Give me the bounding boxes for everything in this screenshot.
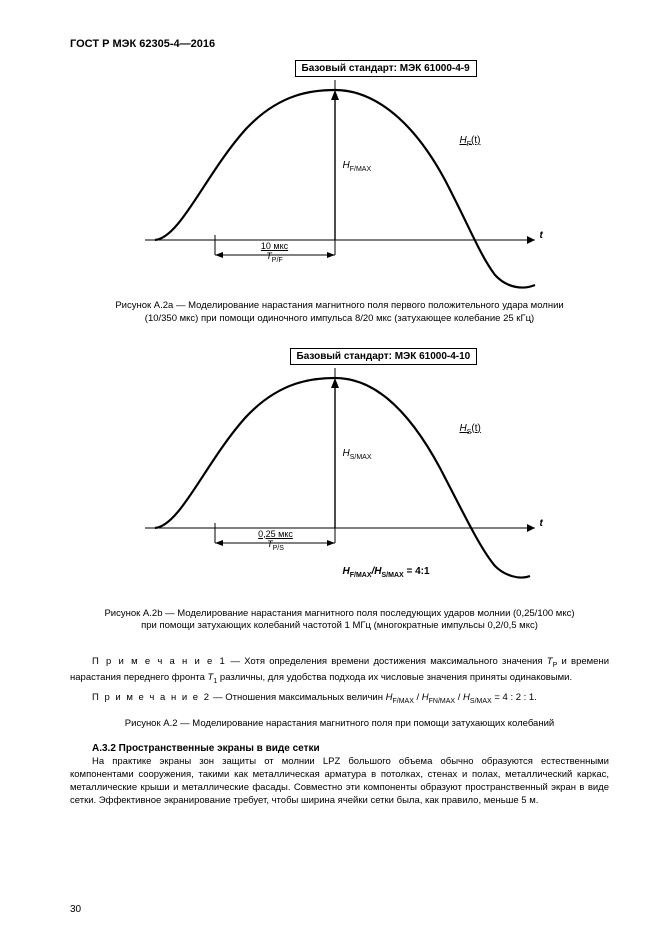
time-tick-a: 10 мкс TP/F: [235, 241, 315, 264]
page-number: 30: [70, 904, 81, 915]
note-1: П р и м е ч а н и е 1 — Хотя определения…: [70, 655, 609, 686]
ratio-label: HF/MAX/HS/MAX = 4:1: [343, 566, 430, 579]
section-a32-title: А.3.2 Пространственные экраны в виде сет…: [70, 743, 609, 754]
caption-a2b: Рисунок А.2b — Моделирование нарастания …: [100, 608, 579, 634]
figure-a2a: Базовый стандарт: МЭК 61000-4-9 HF(t): [125, 60, 555, 290]
standard-box-b: Базовый стандарт: МЭК 61000-4-10: [290, 348, 478, 365]
doc-header: ГОСТ Р МЭК 62305-4—2016: [70, 38, 609, 50]
peak-label-b: HS/MAX: [343, 448, 372, 461]
curve-label-b: HS(t): [460, 423, 481, 436]
standard-box-a: Базовый стандарт: МЭК 61000-4-9: [295, 60, 477, 77]
section-a32-body: На практике экраны зон защиты от молнии …: [70, 756, 609, 807]
t-axis-a: t: [540, 230, 543, 241]
time-tick-b: 0,25 мкс TP/S: [233, 529, 319, 552]
figure-a2b: Базовый стандарт: МЭК 61000-4-10 HS(t) H…: [125, 348, 555, 598]
note-2: П р и м е ч а н и е 2 — Отношения максим…: [70, 691, 609, 707]
curve-label-a: HF(t): [460, 135, 481, 148]
chart-b: [125, 348, 555, 598]
figure-a2-title: Рисунок А.2 — Моделирование нарастания м…: [70, 718, 609, 729]
peak-label-a: HF/MAX: [343, 160, 372, 173]
caption-a2a: Рисунок А.2а — Моделирование нарастания …: [100, 300, 579, 326]
t-axis-b: t: [540, 518, 543, 529]
chart-a: [125, 60, 555, 290]
